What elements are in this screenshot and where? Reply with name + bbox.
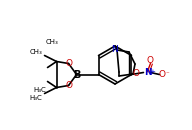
Text: O: O [159, 70, 166, 79]
Text: O: O [132, 70, 140, 79]
Text: O: O [65, 81, 72, 90]
Text: N: N [144, 68, 151, 77]
Text: O: O [147, 56, 154, 65]
Text: H₃C: H₃C [30, 95, 43, 100]
Text: O: O [65, 59, 72, 68]
Text: ⁻: ⁻ [166, 72, 169, 77]
Text: H₃C: H₃C [34, 87, 46, 93]
Text: +: + [150, 69, 155, 74]
Text: N: N [111, 44, 117, 54]
Text: B: B [73, 70, 80, 80]
Text: CH₃: CH₃ [30, 48, 43, 54]
Text: CH₃: CH₃ [45, 40, 58, 45]
